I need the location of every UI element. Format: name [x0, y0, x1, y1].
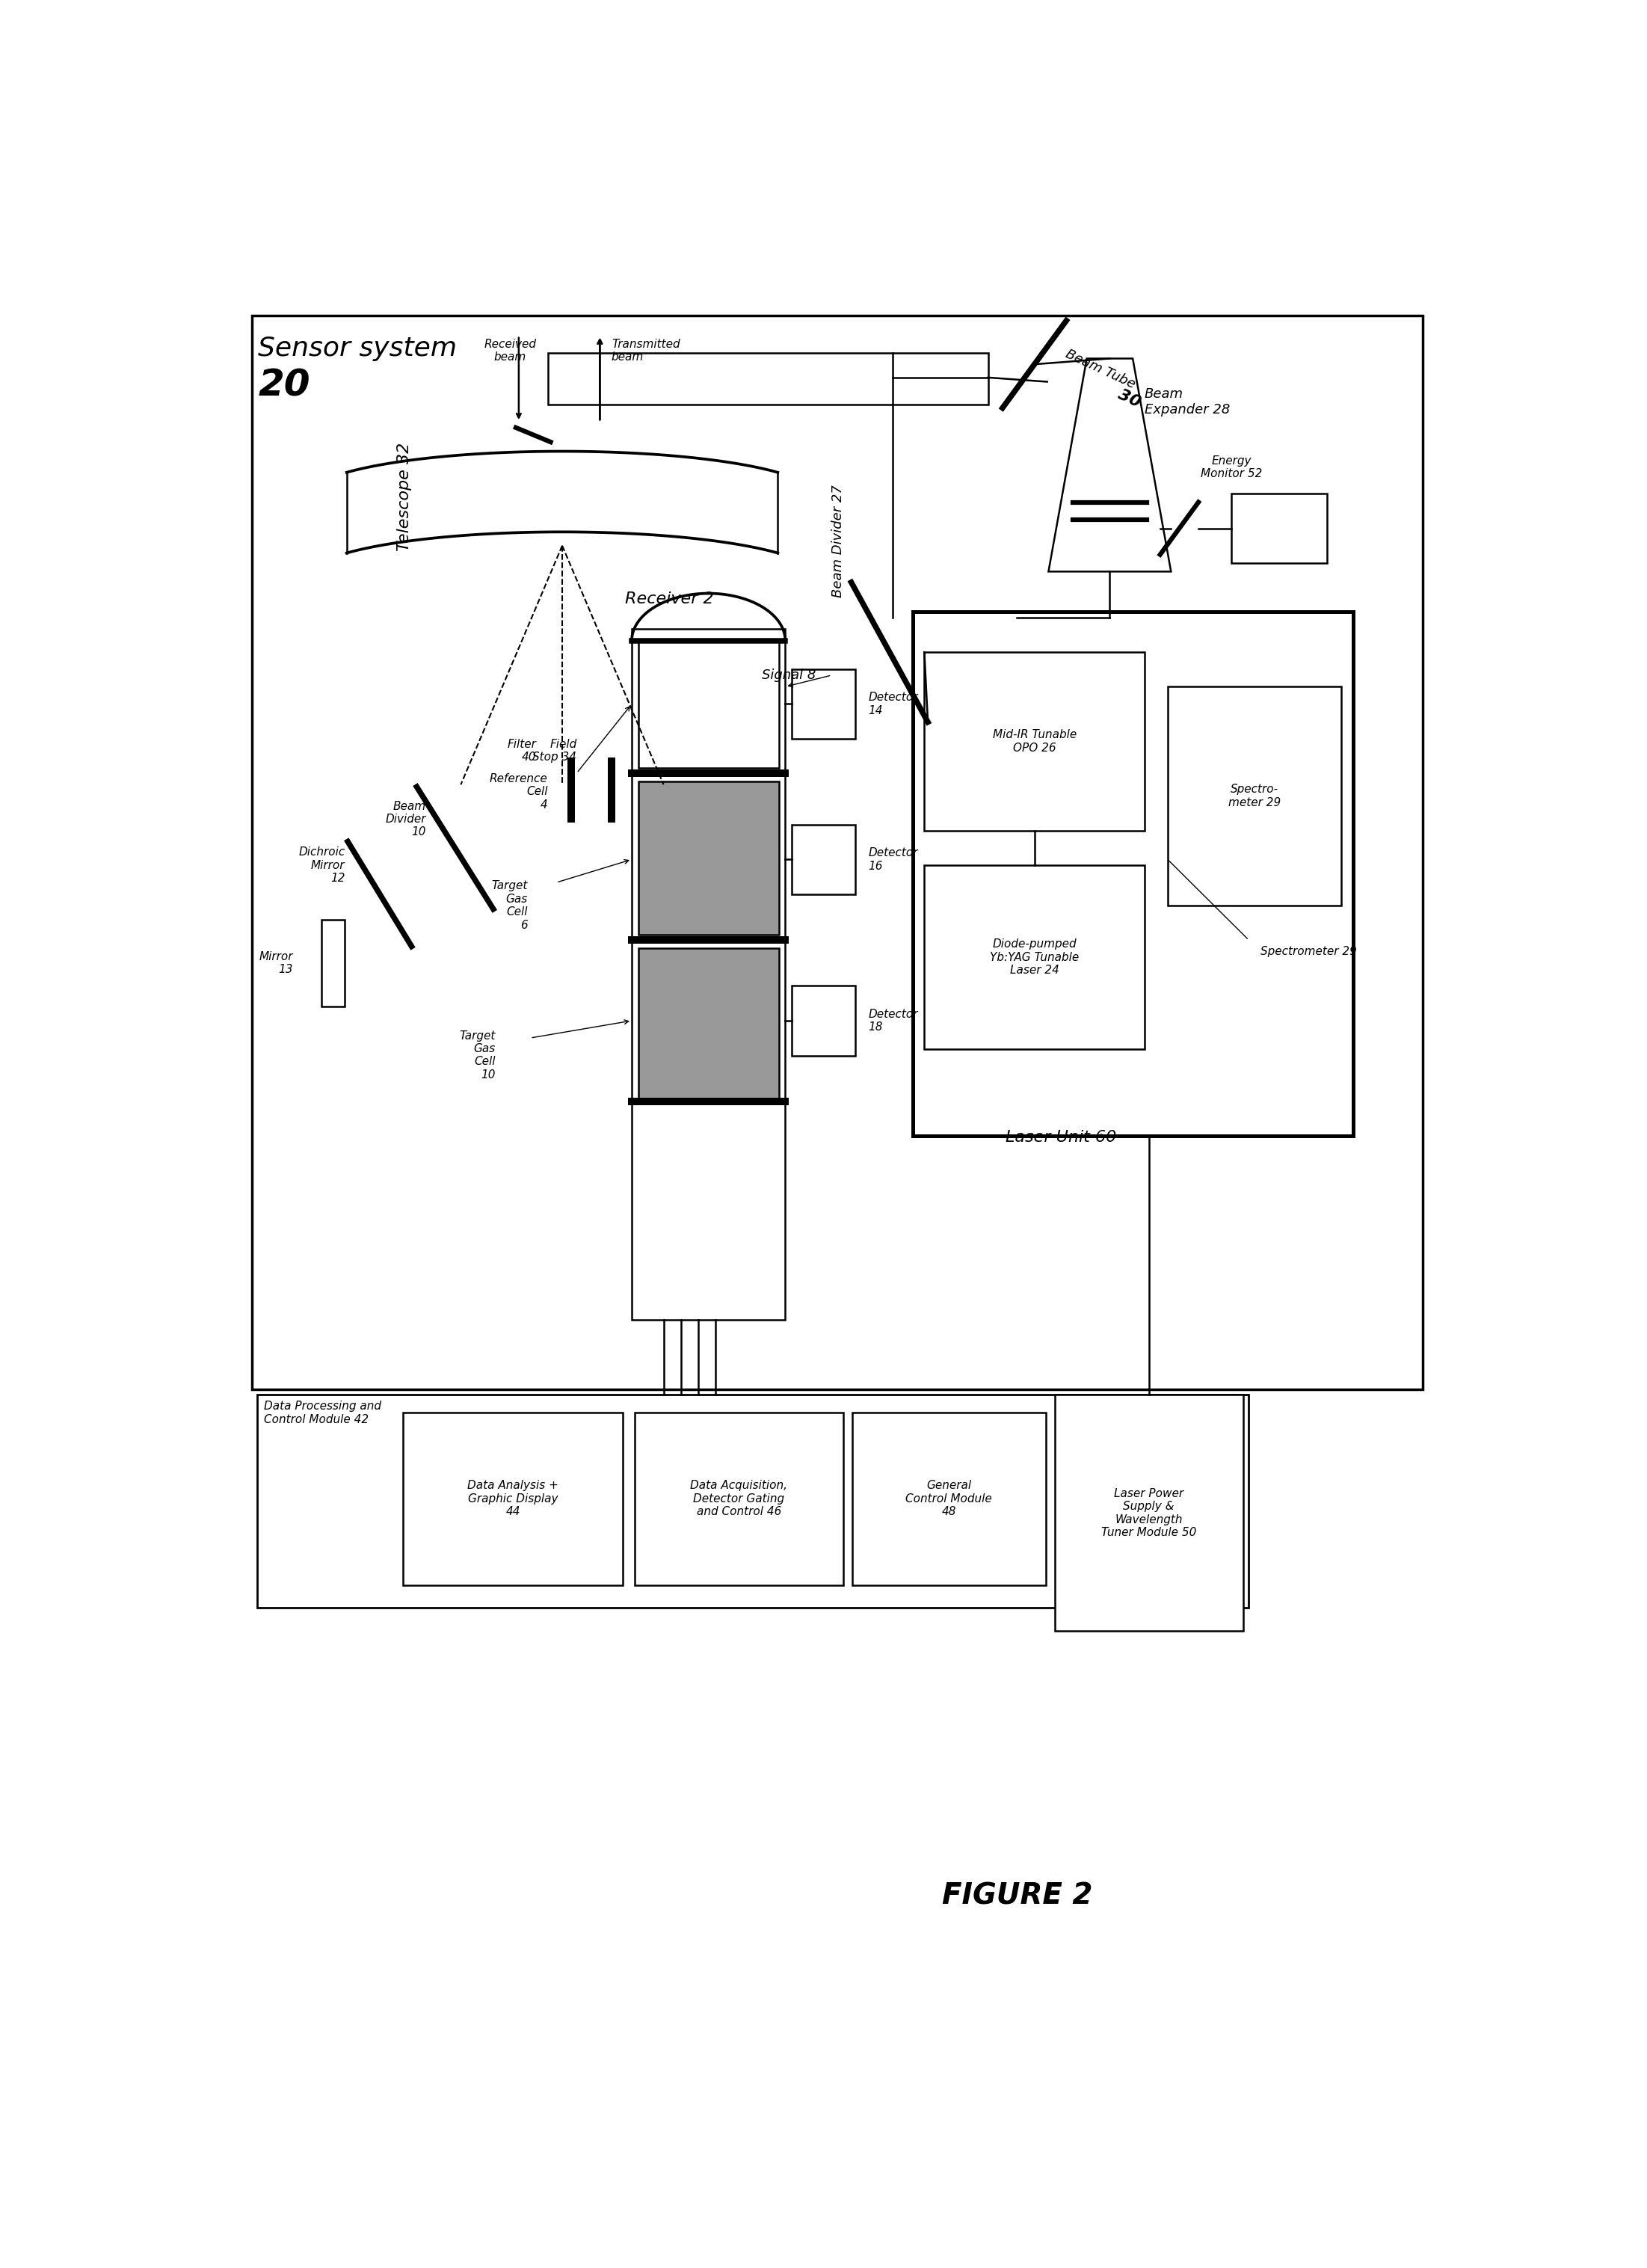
Text: Signal 8: Signal 8 [763, 669, 817, 683]
Bar [851, 1413, 1046, 1585]
Text: Spectrometer 29: Spectrometer 29 [1260, 946, 1357, 957]
Text: Laser Power
Supply &
Wavelength
Tuner Module 50: Laser Power Supply & Wavelength Tuner Mo… [1102, 1488, 1196, 1538]
Text: Telescope 32: Telescope 32 [397, 442, 412, 551]
Bar [1232, 494, 1327, 562]
Text: General
Control Module
48: General Control Module 48 [906, 1481, 991, 1517]
Bar [924, 864, 1145, 1050]
Bar [912, 612, 1354, 1136]
Bar [321, 919, 344, 1007]
Text: Beam Tube: Beam Tube [1064, 347, 1138, 390]
Text: 20: 20 [259, 367, 310, 404]
Bar [632, 628, 786, 1320]
Text: Receiver 2: Receiver 2 [626, 592, 713, 606]
Text: Transmitted
beam: Transmitted beam [611, 338, 680, 363]
Text: Data Processing and
Control Module 42: Data Processing and Control Module 42 [264, 1402, 380, 1424]
Text: Diode-pumped
Yb:YAG Tunable
Laser 24: Diode-pumped Yb:YAG Tunable Laser 24 [990, 939, 1079, 975]
Bar [637, 640, 779, 769]
Text: Mid-IR Tunable
OPO 26: Mid-IR Tunable OPO 26 [993, 730, 1077, 753]
Text: Detector
14: Detector 14 [868, 692, 917, 717]
Bar [637, 948, 779, 1102]
Text: Dichroic
Mirror
12: Dichroic Mirror 12 [298, 846, 344, 885]
Text: Data Analysis +
Graphic Display
44: Data Analysis + Graphic Display 44 [468, 1481, 558, 1517]
Bar [252, 315, 1423, 1390]
Text: Target
Gas
Cell
6: Target Gas Cell 6 [491, 880, 527, 930]
Text: Filter
40: Filter 40 [507, 739, 537, 762]
Text: FIGURE 2: FIGURE 2 [942, 1882, 1092, 1910]
Text: Sensor system: Sensor system [259, 336, 456, 361]
Text: Beam
Expander 28: Beam Expander 28 [1145, 388, 1230, 417]
Bar [924, 653, 1145, 830]
Text: 30: 30 [1115, 388, 1143, 411]
Text: Beam
Divider
10: Beam Divider 10 [385, 801, 427, 837]
Bar [792, 987, 855, 1055]
Polygon shape [1049, 358, 1171, 572]
Bar [257, 1395, 1248, 1608]
Bar [634, 1413, 843, 1585]
Bar [548, 354, 988, 404]
Text: Reference
Cell
4: Reference Cell 4 [489, 773, 548, 810]
Bar [792, 826, 855, 894]
Bar [637, 780, 779, 934]
Text: Beam Divider 27: Beam Divider 27 [832, 485, 845, 596]
Text: Data Acquisition,
Detector Gating
and Control 46: Data Acquisition, Detector Gating and Co… [690, 1481, 787, 1517]
Text: Detector
18: Detector 18 [868, 1009, 917, 1032]
Text: Energy
Monitor 52: Energy Monitor 52 [1201, 456, 1262, 479]
Text: Received
beam: Received beam [484, 338, 537, 363]
Text: Field
Stop 34: Field Stop 34 [532, 739, 576, 762]
Text: Laser Unit 60: Laser Unit 60 [1005, 1129, 1117, 1145]
Text: Target
Gas
Cell
10: Target Gas Cell 10 [460, 1030, 496, 1080]
Text: Mirror
13: Mirror 13 [259, 950, 293, 975]
Text: Spectro-
meter 29: Spectro- meter 29 [1229, 785, 1281, 807]
Bar [404, 1413, 623, 1585]
Bar [1054, 1395, 1243, 1631]
Text: Detector
16: Detector 16 [868, 848, 917, 871]
Bar [792, 669, 855, 739]
Bar [1168, 687, 1342, 905]
